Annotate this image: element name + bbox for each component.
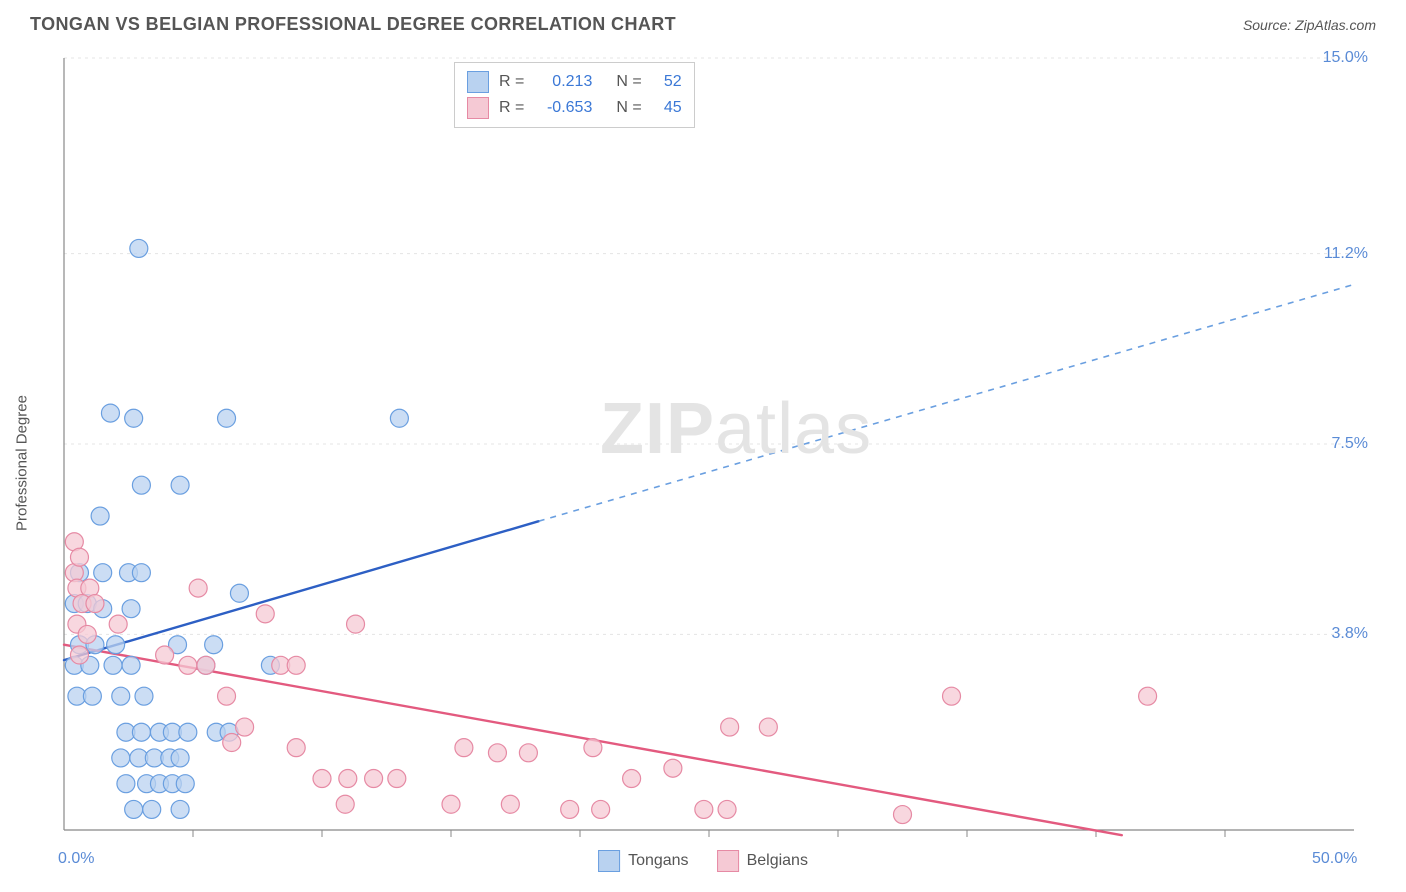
bottom-legend-item: Belgians (717, 850, 808, 872)
legend-stat-row: R =0.213N =52 (467, 69, 682, 95)
legend-swatch (717, 850, 739, 872)
y-tick-label: 11.2% (1324, 245, 1368, 263)
legend-stats-box: R =0.213N =52R =-0.653N =45 (454, 62, 695, 128)
legend-swatch (467, 71, 489, 93)
source-label: Source: ZipAtlas.com (1243, 17, 1376, 33)
y-tick-label: 3.8% (1332, 625, 1368, 643)
y-tick-label: 15.0% (1323, 49, 1368, 67)
chart-title: TONGAN VS BELGIAN PROFESSIONAL DEGREE CO… (30, 14, 676, 35)
legend-swatch (467, 97, 489, 119)
x-tick-left: 0.0% (58, 850, 94, 868)
bottom-legend-item: Tongans (598, 850, 689, 872)
bottom-legend: Tongans Belgians (598, 850, 808, 872)
y-tick-label: 7.5% (1332, 435, 1368, 453)
chart-svg (30, 48, 1376, 878)
legend-swatch (598, 850, 620, 872)
x-tick-right: 50.0% (1312, 850, 1357, 868)
y-axis-label: Professional Degree (14, 395, 31, 531)
legend-stat-row: R =-0.653N =45 (467, 95, 682, 121)
chart-area: Professional Degree ZIPatlas R =0.213N =… (30, 48, 1376, 878)
